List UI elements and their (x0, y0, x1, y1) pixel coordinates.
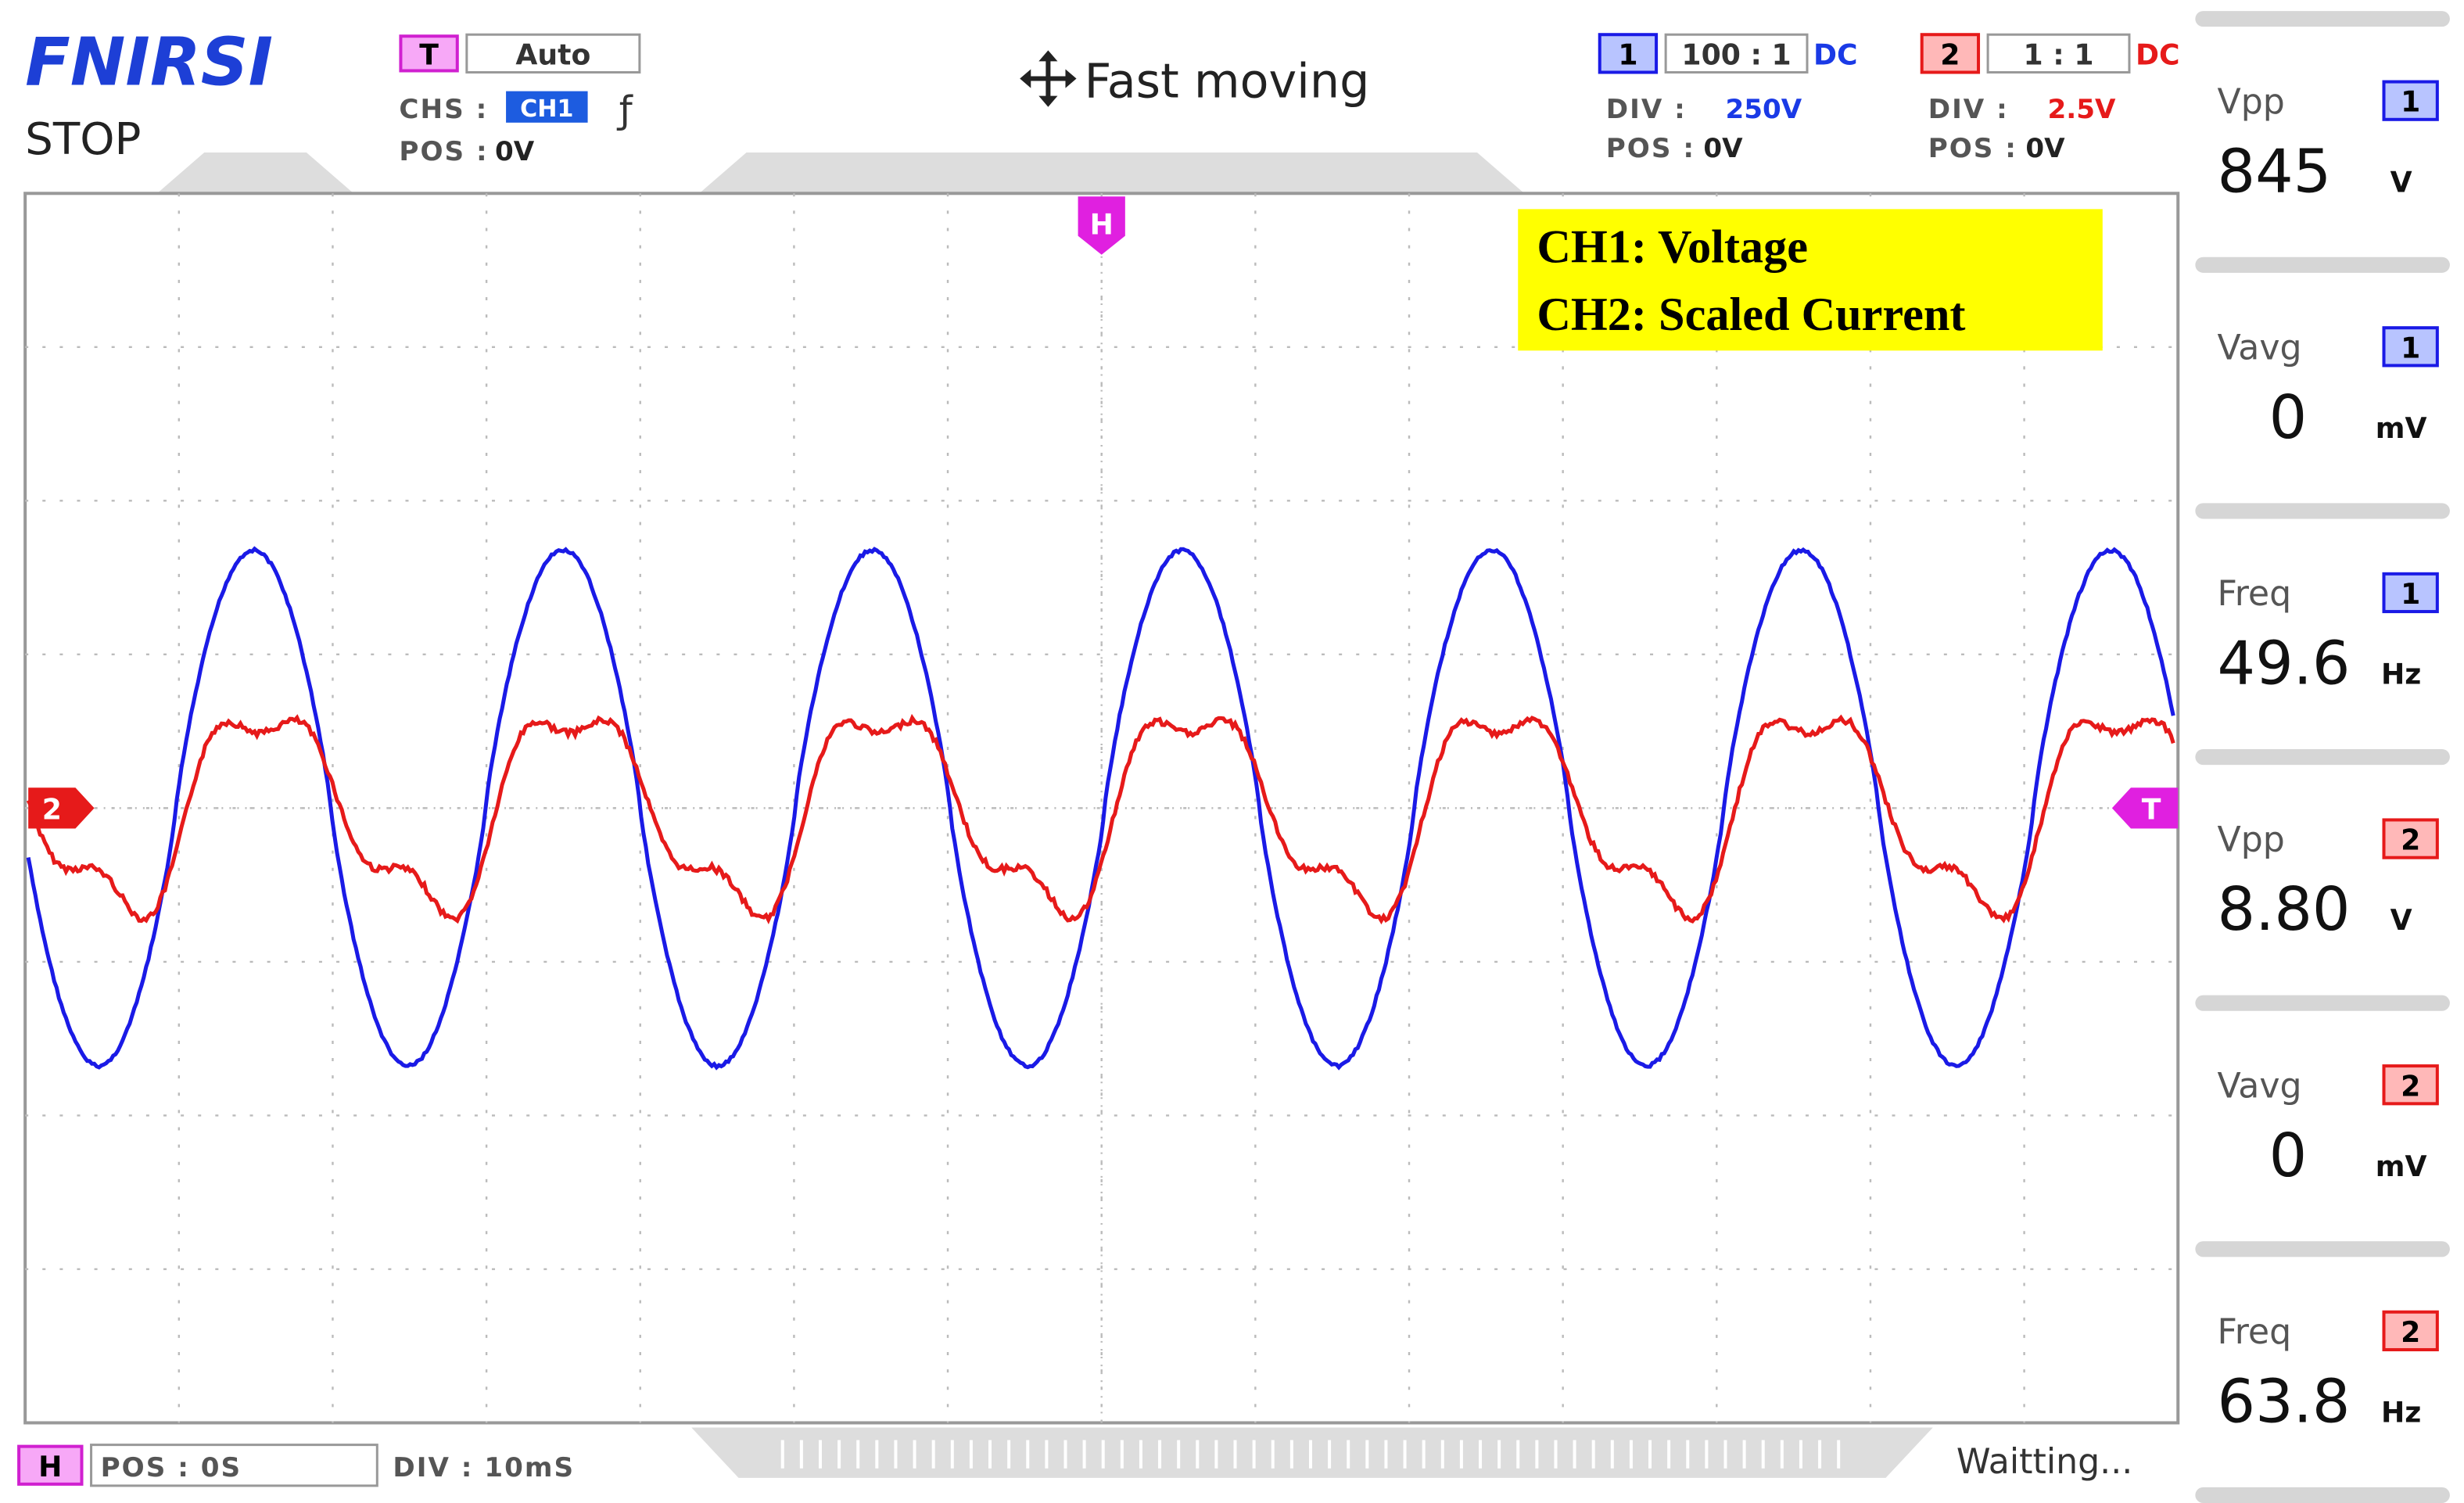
measurement-unit: Hz (2381, 658, 2421, 691)
footer-div: DIV : 10mS (393, 1452, 575, 1483)
measurement-unit: V (2390, 165, 2412, 199)
measurement-unit: Hz (2381, 1395, 2421, 1429)
ch1-waveform (26, 546, 2175, 1071)
ch2-marker-text: 2 (42, 792, 62, 826)
measurements: Vpp 1 845 V Vavg 1 0 mV Freq 1 49.6 Hz Vpp 2 8.80 V Vavg… (2195, 11, 2450, 1503)
separator (2195, 748, 2450, 766)
separator (2195, 503, 2450, 519)
trigger-marker-text: T (2142, 792, 2161, 826)
measurement-channel-box (2382, 1310, 2439, 1351)
measurement-label: Vavg (2217, 1066, 2301, 1106)
measurement-label: Freq (2217, 574, 2291, 614)
div-value: 250V (1726, 94, 1802, 125)
measurement-channel: 2 (2401, 823, 2420, 857)
div-value: 2.5V (2047, 94, 2115, 125)
measurement-value: 0 (2269, 1121, 2308, 1191)
probe: 100 : 1 (1681, 38, 1791, 71)
hint: Fast moving (1085, 55, 1370, 109)
move-icon (1020, 50, 1077, 107)
measurement-channel: 2 (2401, 1069, 2420, 1103)
trigger-pos-label: POS : (399, 136, 488, 167)
tab (699, 152, 1525, 194)
trigger-pos-value: 0V (495, 136, 535, 167)
ch2-marker (28, 787, 95, 829)
ch2-waveform (26, 713, 2175, 925)
channel-badge (1598, 33, 1659, 74)
measurement-value: 0 (2269, 383, 2308, 453)
measurement-unit: mV (2376, 1150, 2427, 1183)
grid (25, 193, 2179, 1423)
footer-badge-text: H (38, 1450, 62, 1483)
h-marker-text: H (1090, 208, 1114, 242)
measurement-unit: mV (2376, 411, 2427, 445)
measurement-value: 63.8 (2217, 1367, 2350, 1437)
pos-label: POS : (1928, 133, 2017, 164)
probe-box (1986, 33, 2131, 74)
measurement-value: 845 (2217, 137, 2331, 206)
footer-pos: POS : 0S (101, 1452, 242, 1483)
tab (156, 152, 354, 194)
chs-label: CHS : (399, 94, 488, 125)
trigger-badge-text: T (419, 38, 439, 71)
trigger-mode-box (465, 33, 641, 74)
run-state: STOP (25, 114, 141, 165)
measurement-value: 8.80 (2217, 875, 2350, 945)
pos-value: 0V (2025, 133, 2065, 164)
measurement-label: Freq (2217, 1312, 2291, 1352)
legend-box (1518, 209, 2103, 351)
legend-entry: CH1: Voltage (1537, 221, 1808, 274)
trigger-badge (399, 34, 459, 73)
measurement-channel: 2 (2401, 1315, 2420, 1349)
pos-value: 0V (1703, 133, 1743, 164)
probe-box (1664, 33, 1809, 74)
h-marker (1078, 196, 1125, 255)
separator (2195, 11, 2450, 27)
pos-label: POS : (1606, 133, 1695, 164)
brand: FNIRSI (25, 24, 273, 101)
footer-ticks (780, 1440, 1841, 1469)
separator (2195, 1487, 2450, 1503)
div-label: DIV : (1606, 94, 1687, 125)
footer-badge (17, 1444, 84, 1486)
separator (2195, 995, 2450, 1011)
chs-value: CH1 (520, 95, 573, 123)
separator (2195, 256, 2450, 273)
trigger-marker (2111, 787, 2179, 829)
coupling: DC (1813, 38, 1858, 71)
legend-entry: CH2: Scaled Current (1537, 289, 1965, 341)
chs-box (506, 91, 588, 123)
probe: 1 : 1 (2024, 38, 2094, 71)
footer-pos-box (90, 1444, 378, 1487)
measurement-channel-box (2382, 572, 2439, 614)
trigger-edge: ƒ (616, 88, 633, 132)
channel-badge-text: 1 (1618, 38, 1637, 71)
measurement-value: 49.6 (2217, 630, 2350, 699)
channel-badge-text: 2 (1940, 38, 1960, 71)
measurement-label: Vpp (2217, 82, 2284, 122)
measurement-label: Vavg (2217, 328, 2301, 368)
measurement-channel-box (2382, 1064, 2439, 1106)
measurement-channel-box (2382, 80, 2439, 121)
measurement-channel: 1 (2401, 331, 2420, 364)
footer-status: Waitting... (1956, 1442, 2132, 1482)
measurement-channel: 1 (2401, 85, 2420, 119)
measurement-channel: 1 (2401, 577, 2420, 611)
measurement-label: Vpp (2217, 820, 2284, 860)
measurement-channel-box (2382, 326, 2439, 368)
channel-badge (1920, 33, 1981, 74)
trigger-mode: Auto (515, 38, 590, 71)
measurement-unit: V (2390, 903, 2412, 937)
measurement-channel-box (2382, 818, 2439, 859)
div-label: DIV : (1928, 94, 2009, 125)
channel-settings: 1 100 : 1 DC DIV : 250V POS : 0V 2 1 : 1 DC DIV : 2… (1598, 33, 2180, 164)
coupling: DC (2136, 38, 2180, 71)
separator (2195, 1241, 2450, 1257)
